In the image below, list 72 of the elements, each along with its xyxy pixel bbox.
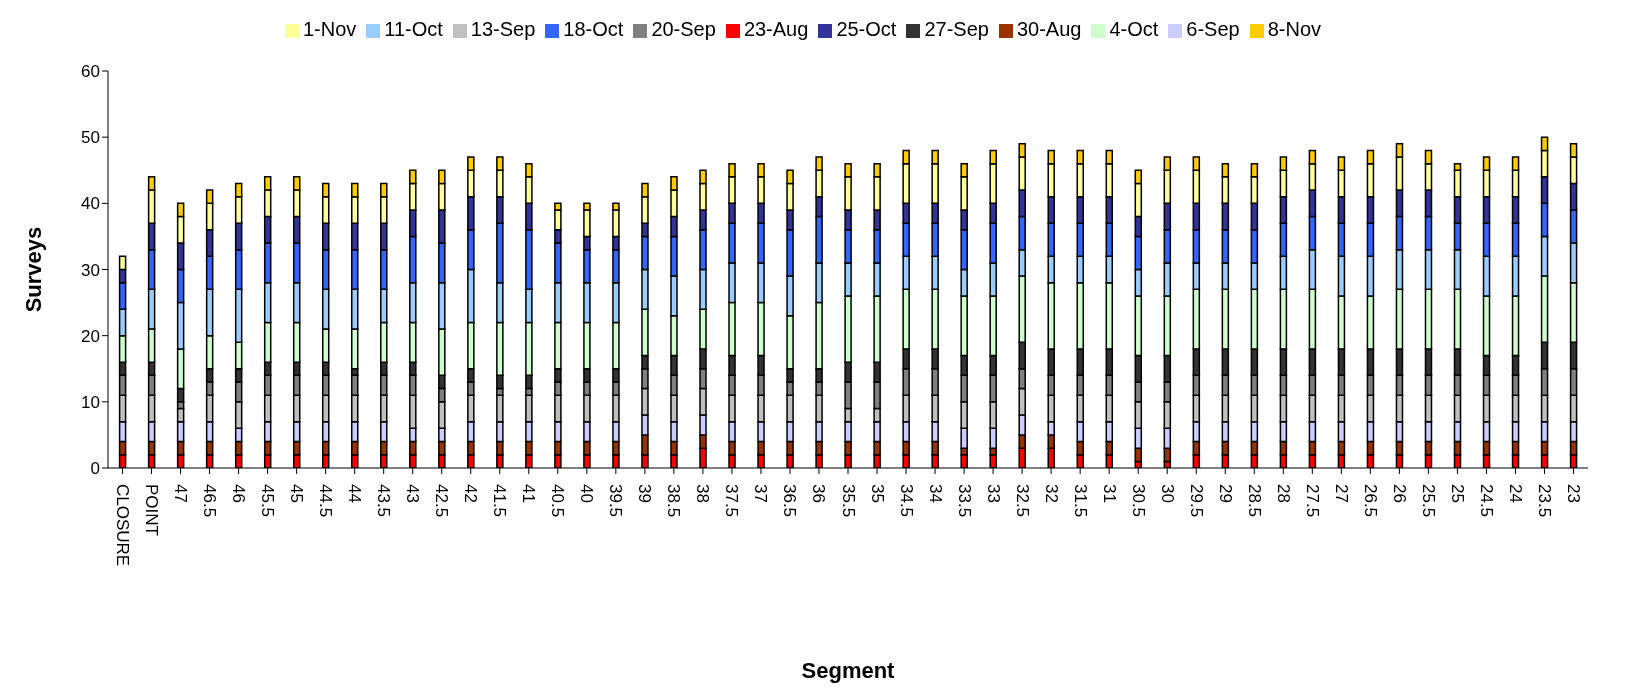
legend-label: 30-Aug <box>1016 18 1082 40</box>
x-tick-label: 40.5 <box>548 484 568 518</box>
x-tick-label: 44 <box>345 484 365 503</box>
x-tick-label: 46.5 <box>200 484 220 518</box>
x-tick-label: 32.5 <box>1012 484 1032 518</box>
x-tick-label: 23.5 <box>1534 484 1554 518</box>
legend-label: 25-Oct <box>836 18 897 40</box>
x-tick-label: 34.5 <box>896 484 916 518</box>
x-tick-label: 34 <box>925 484 945 503</box>
x-tick-label: 45 <box>287 484 307 503</box>
x-tick-label: 36.5 <box>780 484 800 518</box>
legend-label: 11-Oct <box>384 18 443 40</box>
y-tick-label: 40 <box>81 194 100 214</box>
x-tick-label: 23 <box>1563 484 1583 503</box>
x-tick-label: 39.5 <box>606 484 626 518</box>
y-tick-label: 10 <box>81 392 100 412</box>
x-tick-label: 24 <box>1505 484 1525 503</box>
x-tick-label: 38.5 <box>664 484 684 518</box>
y-tick-label: 60 <box>81 62 100 82</box>
legend-label: 4-Oct <box>1109 18 1159 40</box>
x-tick-label: 43 <box>403 484 423 503</box>
x-tick-label: 41.5 <box>490 484 510 518</box>
y-axis-title: Surveys <box>20 226 46 313</box>
x-tick-label: 29 <box>1215 484 1235 503</box>
x-tick-label: 37.5 <box>722 484 742 518</box>
x-tick-label: 38 <box>693 484 713 503</box>
x-tick-label: 31.5 <box>1070 484 1090 518</box>
x-tick-label: 40 <box>577 484 597 503</box>
x-tick-label: POINT <box>142 484 162 536</box>
x-tick-label: 44.5 <box>316 484 336 518</box>
legend-label: 8-Nov <box>1267 18 1322 40</box>
x-tick-label: 47 <box>171 484 191 503</box>
legend-label: 20-Sep <box>651 18 716 40</box>
x-tick-label: 27.5 <box>1302 484 1322 518</box>
y-tick-label: 0 <box>90 459 100 479</box>
x-tick-label: CLOSURE <box>113 484 133 567</box>
x-tick-label: 46 <box>229 484 249 503</box>
x-tick-label: 32 <box>1041 484 1061 503</box>
legend-label: 1-Nov <box>302 18 357 40</box>
y-tick-label: 50 <box>81 128 100 148</box>
x-tick-label: 33.5 <box>954 484 974 518</box>
x-tick-label: 42.5 <box>432 484 452 518</box>
x-tick-label: 28 <box>1273 484 1293 503</box>
x-tick-label: 42 <box>461 484 481 503</box>
x-tick-label: 35 <box>867 484 887 503</box>
x-tick-label: 27 <box>1331 484 1351 503</box>
x-tick-label: 30.5 <box>1128 484 1148 518</box>
x-tick-label: 41 <box>519 484 539 503</box>
y-tick-label: 30 <box>81 260 100 280</box>
x-tick-label: 43.5 <box>374 484 394 518</box>
legend-label: 27-Sep <box>924 18 989 40</box>
x-tick-label: 36 <box>809 484 829 503</box>
x-tick-label: 37 <box>751 484 771 503</box>
x-tick-label: 25.5 <box>1418 484 1438 518</box>
y-tick-label: 20 <box>81 326 100 346</box>
x-tick-label: 24.5 <box>1476 484 1496 518</box>
legend-label: 23-Aug <box>743 18 809 40</box>
legend-label: 18-Oct <box>563 18 624 40</box>
x-tick-label: 26.5 <box>1360 484 1380 518</box>
x-tick-label: 39 <box>635 484 655 503</box>
x-tick-label: 29.5 <box>1186 484 1206 518</box>
x-tick-label: 26 <box>1389 484 1409 503</box>
x-tick-label: 35.5 <box>838 484 858 518</box>
x-axis-title: Segment <box>801 658 896 683</box>
x-tick-label: 30 <box>1157 484 1177 503</box>
x-tick-label: 28.5 <box>1244 484 1264 518</box>
x-tick-label: 45.5 <box>258 484 278 518</box>
legend-label: 13-Sep <box>470 18 536 40</box>
legend-label: 6-Sep <box>1186 18 1240 40</box>
x-tick-label: 31 <box>1099 484 1119 503</box>
x-tick-label: 25 <box>1447 484 1467 503</box>
x-tick-label: 33 <box>983 484 1003 503</box>
